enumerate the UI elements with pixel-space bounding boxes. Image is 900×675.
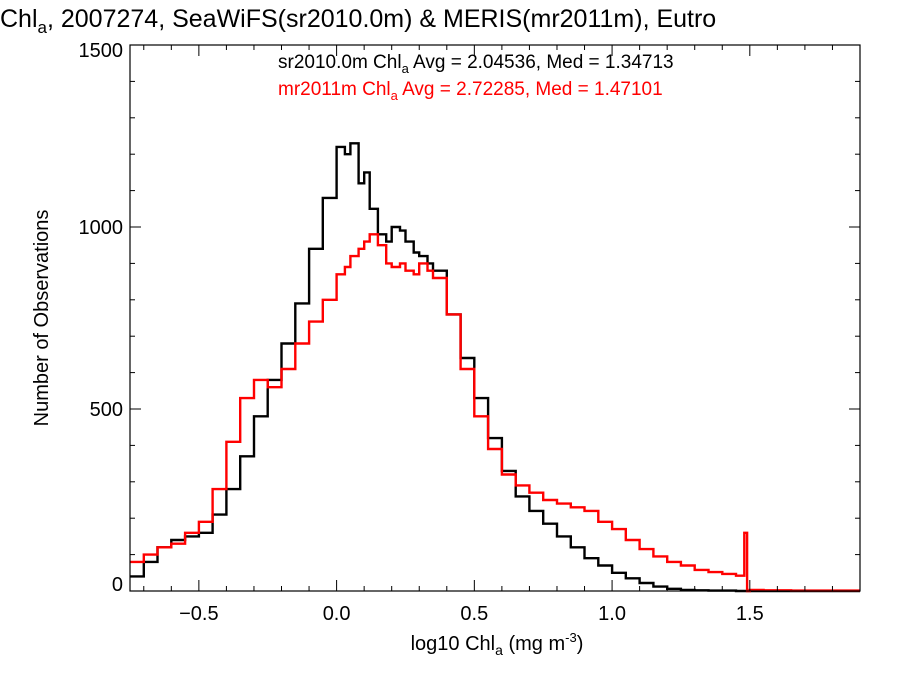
x-axis-label-subscript: a (495, 642, 503, 658)
x-tick-label: 1.5 (736, 603, 764, 625)
legend-mr2011-subscript: a (391, 88, 399, 103)
plot-area: −0.5 0.0 0.5 1.0 1.5 0 500 1000 1500 (79, 40, 861, 625)
x-tick-label: 0.0 (323, 603, 351, 625)
legend-sr2010-suffix: Avg = 2.04536, Med = 1.34713 (409, 52, 674, 73)
legend-entry-sr2010: sr2010.0m Chla Avg = 2.04536, Med = 1.34… (278, 52, 674, 76)
y-tick-label: 0 (112, 574, 123, 596)
series-line-sr2010.0m (130, 142, 860, 593)
series-layer (130, 142, 860, 593)
chart-title: Chla, 2007274, SeaWiFS(sr2010.0m) & MERI… (0, 5, 716, 37)
legend-sr2010-prefix: sr2010.0m Chl (278, 52, 402, 73)
legend-mr2011-suffix: Avg = 2.72285, Med = 1.47101 (398, 79, 663, 100)
x-axis-label-mid: (mg m (503, 633, 565, 655)
chart-title-prefix: Chl (0, 5, 38, 33)
y-axis-label: Number of Observations (31, 210, 53, 427)
plot-frame (129, 44, 861, 592)
legend-mr2011-prefix: mr2011m Chl (278, 79, 391, 100)
legend-entry-mr2011: mr2011m Chla Avg = 2.72285, Med = 1.4710… (278, 79, 663, 103)
x-axis-label: log10 Chla (mg m-3) (411, 630, 584, 658)
x-tick-label: 1.0 (598, 603, 626, 625)
x-axis-label-prefix: log10 Chl (411, 633, 496, 655)
axis-ticks: −0.5 0.0 0.5 1.0 1.5 0 500 1000 1500 (79, 40, 861, 625)
y-tick-label: 1500 (79, 40, 124, 62)
x-axis-label-superscript: -3 (565, 630, 577, 645)
y-tick-label: 1000 (79, 217, 124, 239)
x-tick-label: −0.5 (179, 603, 218, 625)
y-tick-label: 500 (90, 399, 123, 421)
chart-title-suffix: , 2007274, SeaWiFS(sr2010.0m) & MERIS(mr… (47, 5, 716, 33)
chart-title-subscript: a (38, 18, 48, 37)
series-line-mr2011m (130, 233, 860, 593)
x-axis-label-suffix: ) (577, 633, 584, 655)
legend-sr2010-subscript: a (402, 61, 410, 76)
x-tick-label: 0.5 (460, 603, 488, 625)
